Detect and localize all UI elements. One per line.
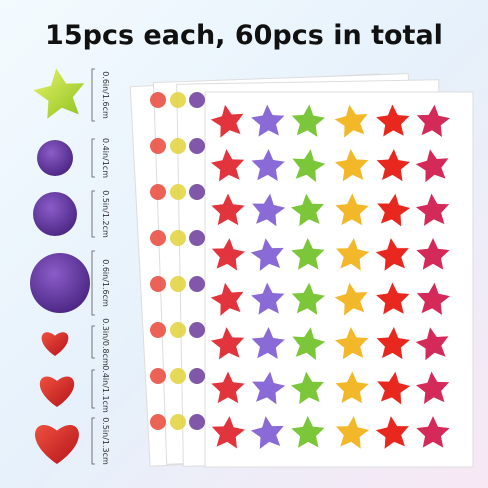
star-sticker <box>414 370 451 405</box>
star-sticker <box>333 147 370 183</box>
star-sticker <box>415 281 452 316</box>
size-label: 0.4in/1cm <box>101 138 110 178</box>
sticker <box>189 184 205 200</box>
size-bracket <box>91 369 95 409</box>
star-sticker <box>250 281 286 316</box>
sticker <box>170 322 186 338</box>
star-sticker <box>250 325 286 360</box>
star-sticker <box>376 192 412 228</box>
size-label: 0.3in/0.8cm <box>101 318 110 366</box>
star-sticker <box>374 415 410 450</box>
sticker <box>170 414 186 430</box>
star-sticker <box>291 326 327 362</box>
size-label: 0.4in/1.1cm <box>101 365 110 413</box>
star-sticker <box>291 148 327 184</box>
size-bracket <box>91 250 95 316</box>
star-sticker <box>414 192 451 227</box>
sticker <box>150 230 166 246</box>
star-sticker <box>333 325 370 361</box>
sticker <box>170 368 186 384</box>
star-sticker <box>251 370 287 406</box>
star-sticker <box>415 414 451 449</box>
star-sticker <box>290 281 327 316</box>
sticker <box>170 276 186 292</box>
star-sticker <box>333 281 369 317</box>
star-sticker <box>334 370 370 405</box>
sticker <box>189 414 205 430</box>
sticker <box>170 230 186 246</box>
star-sticker <box>335 415 371 450</box>
star-sticker <box>375 103 411 138</box>
sticker <box>150 184 166 200</box>
star-sticker <box>249 237 285 272</box>
star-sticker <box>375 147 411 183</box>
sticker <box>170 184 186 200</box>
size-bracket <box>91 417 95 465</box>
star-sample <box>33 68 85 119</box>
star-sticker <box>209 148 246 183</box>
size-bracket <box>91 68 95 122</box>
sticker <box>150 322 166 338</box>
heart-sample <box>41 332 69 356</box>
star-sticker <box>334 192 370 227</box>
size-bracket <box>91 325 95 359</box>
size-label: 0.6in/1.6cm <box>101 71 110 119</box>
star-sticker <box>289 192 325 228</box>
star-sticker <box>251 192 287 228</box>
sticker <box>189 230 205 246</box>
star-sticker <box>209 103 245 139</box>
heart-sample <box>35 424 79 464</box>
star-sticker <box>249 415 285 450</box>
sticker <box>150 92 166 108</box>
sticker-sheets <box>129 73 474 468</box>
star-sticker <box>375 281 411 316</box>
star-sticker <box>374 237 410 272</box>
sticker <box>170 138 186 154</box>
sticker <box>150 276 166 292</box>
sticker <box>189 322 205 338</box>
star-sticker <box>290 414 326 449</box>
title: 15pcs each, 60pcs in total <box>45 20 443 51</box>
star-sticker <box>415 236 451 271</box>
sticker <box>189 138 205 154</box>
sticker <box>170 92 186 108</box>
star-sticker <box>414 148 450 184</box>
sticker <box>189 92 205 108</box>
star-sticker <box>335 237 371 272</box>
circle-sample <box>37 140 73 176</box>
star-sticker <box>209 326 246 361</box>
star-sticker <box>290 236 326 271</box>
star-sticker <box>210 370 246 405</box>
sticker <box>150 368 166 384</box>
star-sticker <box>414 326 450 362</box>
star-sticker <box>250 147 286 182</box>
star-sticker <box>250 103 286 138</box>
sticker <box>189 368 205 384</box>
circle-sample <box>30 253 90 313</box>
size-label: 0.5in/1.3cm <box>101 417 110 465</box>
heart-sample <box>39 376 75 407</box>
star-sticker <box>376 370 412 406</box>
star-sticker <box>210 192 246 227</box>
size-bracket <box>91 190 95 238</box>
size-label: 0.5in/1.2cm <box>101 190 110 238</box>
size-samples: 0.6in/1.6cm 0.4in/1cm 0.5in/1.2cm 0.6in/1.6… <box>30 68 110 465</box>
star-sticker <box>333 103 369 139</box>
size-label: 0.6in/1.6cm <box>101 259 110 307</box>
star-sticker <box>209 281 245 317</box>
star-sticker <box>415 103 452 138</box>
star-sticker <box>289 370 325 406</box>
sticker <box>189 276 205 292</box>
star-sticker <box>210 415 247 450</box>
star-sticker <box>375 325 411 361</box>
star-sticker <box>290 103 327 138</box>
circle-sample <box>33 192 77 236</box>
sticker <box>150 414 166 430</box>
sheet <box>204 91 474 468</box>
size-bracket <box>91 138 95 178</box>
sticker <box>150 138 166 154</box>
star-sticker <box>210 237 247 272</box>
